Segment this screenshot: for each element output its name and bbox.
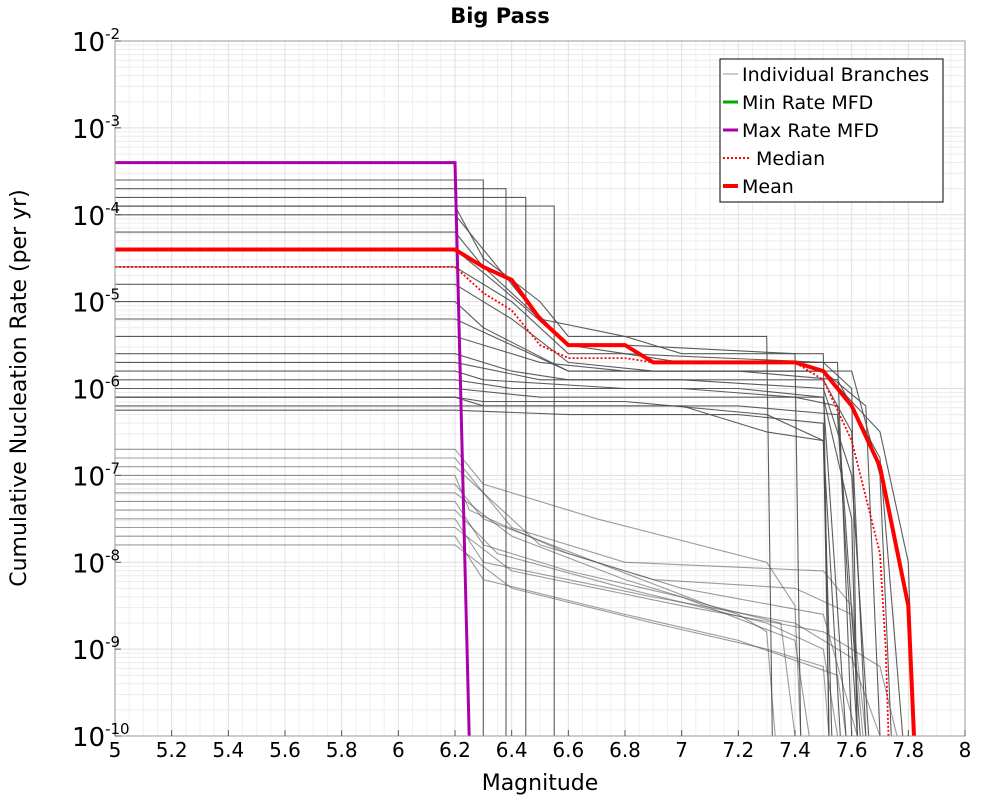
legend-box: [719, 58, 944, 203]
legend-label: Individual Branches: [742, 64, 929, 86]
branch-line: [115, 283, 881, 736]
x-tick-label: 8: [959, 738, 972, 762]
x-tick-label: 7.4: [779, 738, 811, 762]
branch-line: [115, 483, 796, 736]
y-tick-label: 10-3: [72, 112, 120, 145]
branch-line: [115, 179, 484, 736]
legend-label: Mean: [742, 176, 794, 198]
x-tick-label: 5.6: [269, 738, 301, 762]
branch-line: [115, 387, 858, 736]
y-tick-label: 10-4: [72, 199, 120, 232]
branch-line: [115, 405, 858, 736]
branch-line: [115, 205, 773, 736]
series-mean: [115, 247, 916, 736]
x-tick-label: 5.2: [156, 738, 188, 762]
y-tick-label: 10-7: [72, 459, 120, 492]
branch-line: [115, 379, 861, 736]
legend: Individual Branches Min Rate MFD Max Rate …: [719, 58, 944, 203]
x-tick-label: 6: [392, 738, 405, 762]
branch-line: [115, 231, 830, 736]
branch-line: [115, 492, 776, 736]
x-tick-label: 6.2: [439, 738, 471, 762]
x-tick-label: 7.8: [892, 738, 924, 762]
x-tick-label: 5.8: [326, 738, 358, 762]
branch-line: [115, 266, 858, 736]
branch-line: [115, 335, 904, 736]
x-tick-label: 6.4: [496, 738, 528, 762]
x-axis-ticks: 5 5.2 5.4 5.6 5.8 6 6.2 6.4 6.6 6.8 7 7.2 7.4 7.6 7.8 8: [109, 730, 972, 762]
branch-line: [115, 526, 898, 736]
x-tick-label: 7.6: [836, 738, 868, 762]
y-tick-label: 10-9: [72, 633, 120, 666]
branch-line: [115, 544, 830, 736]
legend-label: Min Rate MFD: [742, 92, 873, 114]
y-tick-label: 10-6: [72, 373, 120, 406]
branch-line: [115, 518, 881, 736]
x-tick-label: 6.6: [552, 738, 584, 762]
y-axis-label: Cumulative Nucleation Rate (per yr): [7, 189, 32, 587]
branch-line: [115, 474, 858, 736]
branch-line: [115, 500, 810, 736]
x-tick-label: 5.4: [212, 738, 244, 762]
branch-line: [115, 396, 833, 736]
legend-label: Median: [756, 148, 825, 170]
branch-line: [115, 535, 847, 736]
y-axis-ticks: 10-10 10-9 10-8 10-7 10-6 10-5 10-4 10-3 10-2: [72, 25, 130, 753]
x-tick-label: 7: [675, 738, 688, 762]
series-max-rate-mfd: [115, 161, 471, 736]
x-tick-label: 7.2: [722, 738, 754, 762]
series-median: [115, 265, 890, 736]
main-series: [115, 161, 916, 736]
x-tick-label: 6.8: [609, 738, 641, 762]
branch-line: [115, 188, 507, 736]
branch-line: [115, 509, 839, 736]
individual-branches: [115, 179, 915, 736]
branch-line: [115, 361, 867, 736]
legend-label: Max Rate MFD: [742, 120, 879, 142]
chart-title: Big Pass: [450, 4, 550, 28]
y-tick-label: 10-8: [72, 546, 120, 579]
y-tick-label: 10-10: [72, 720, 130, 753]
y-tick-label: 10-2: [72, 25, 120, 58]
branch-line: [115, 457, 867, 736]
y-tick-label: 10-5: [72, 286, 120, 319]
branch-line: [115, 448, 802, 736]
x-axis-label: Magnitude: [482, 771, 599, 796]
x-tick-label: 5: [109, 738, 122, 762]
branch-line: [115, 196, 527, 736]
